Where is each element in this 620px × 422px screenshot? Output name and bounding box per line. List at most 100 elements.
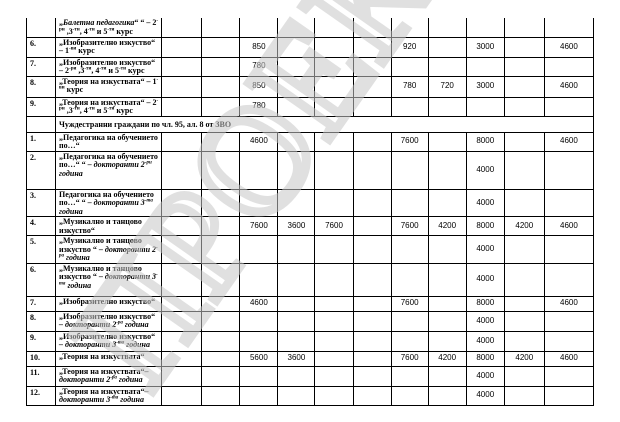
program-name-part: -та bbox=[144, 198, 153, 204]
fee-cell bbox=[314, 295, 354, 312]
row-number: 9. bbox=[25, 330, 57, 352]
fee-cell bbox=[427, 330, 467, 352]
fee-cell bbox=[503, 96, 545, 117]
fee-cell bbox=[543, 330, 595, 352]
row-number: 10. bbox=[25, 350, 57, 367]
fee-cell bbox=[201, 96, 241, 117]
row-number: 4. bbox=[25, 216, 57, 236]
fee-cell bbox=[201, 310, 241, 332]
program-name-part: „Теория на изкуствата“ – 1 bbox=[59, 76, 157, 86]
program-name-part: -ти bbox=[72, 106, 80, 112]
fees-table: „Балетна педагогика“ “ – 2-ри ,3-ти, 4-т… bbox=[25, 18, 595, 406]
fee-cell bbox=[427, 131, 467, 152]
fee-cell bbox=[239, 365, 279, 387]
fee-cell bbox=[543, 96, 595, 117]
fee-cell bbox=[427, 18, 467, 38]
fee-cell bbox=[503, 330, 545, 352]
fee-cell bbox=[314, 56, 354, 77]
fee-cell bbox=[503, 18, 545, 38]
program-name-part: „Теория на изкуствата“ – 2 bbox=[59, 97, 157, 107]
fee-cell: 4200 bbox=[503, 216, 545, 236]
program-name-part: Балетна педагогика bbox=[63, 18, 135, 27]
fee-cell bbox=[201, 262, 241, 297]
fee-cell: 8000 bbox=[465, 295, 505, 312]
fee-cell: 850 bbox=[239, 75, 279, 98]
fee-cell bbox=[161, 75, 203, 98]
program-name-part: „Музикално и танцово изкуство“ bbox=[59, 217, 142, 235]
fee-cell bbox=[161, 310, 203, 332]
program-name: „Педагогика на обучението по…“ bbox=[55, 131, 163, 152]
fee-cell bbox=[352, 96, 392, 117]
row-number: 7. bbox=[25, 295, 57, 312]
section-num-cell bbox=[25, 115, 57, 133]
fee-cell bbox=[427, 56, 467, 77]
section-header: Чуждестранни граждани по чл. 95, ал. 8 о… bbox=[55, 115, 594, 133]
fee-cell bbox=[161, 131, 203, 152]
program-name-part: докторанти 3 bbox=[104, 272, 157, 281]
fee-cell bbox=[427, 96, 467, 117]
fee-cell bbox=[427, 365, 467, 387]
program-name: „Изобразително изкуство“ – докторанти 3-… bbox=[55, 330, 163, 352]
fee-cell bbox=[277, 365, 316, 387]
fee-cell bbox=[201, 56, 241, 77]
program-name-part: -ра bbox=[59, 244, 158, 259]
fee-cell bbox=[352, 188, 392, 217]
program-name: „Балетна педагогика“ “ – 2-ри ,3-ти, 4-т… bbox=[55, 18, 163, 38]
row-number: 11. bbox=[25, 365, 57, 387]
program-name-part: докторанти 3 bbox=[93, 198, 145, 207]
fee-cell bbox=[543, 365, 595, 387]
fee-cell bbox=[201, 36, 241, 58]
fee-cell: 4000 bbox=[465, 310, 505, 332]
fee-cell bbox=[503, 150, 545, 190]
fee-cell: 7600 bbox=[239, 216, 279, 236]
fee-cell bbox=[201, 350, 241, 367]
fee-cell bbox=[503, 385, 545, 406]
program-name: „Теория на изкуствата“– докторанти 3-та … bbox=[55, 385, 163, 406]
section-row: Чуждестранни граждани по чл. 95, ал. 8 о… bbox=[25, 115, 594, 133]
fee-cell bbox=[161, 18, 203, 38]
program-name-part: – докторанти 3 bbox=[59, 340, 117, 349]
table-row: 8. „Теория на изкуствата“ – 1-ви курс 850 7… bbox=[25, 75, 595, 98]
fee-cell bbox=[161, 262, 203, 297]
program-name: „Теория на изкуствата“ – 1-ви курс bbox=[55, 75, 163, 98]
fee-cell bbox=[427, 310, 467, 332]
program-name: Педагогика на обучението по…“ “ – доктор… bbox=[55, 188, 163, 217]
fee-cell bbox=[543, 56, 595, 77]
fee-cell bbox=[503, 131, 545, 152]
program-name-part: „ bbox=[59, 18, 64, 27]
fee-cell bbox=[277, 150, 316, 190]
program-name-part: -ви bbox=[59, 76, 159, 91]
program-name-part: -ти bbox=[99, 66, 107, 72]
fee-cell bbox=[161, 295, 203, 312]
fee-cell bbox=[390, 365, 429, 387]
program-name-part: -ри bbox=[144, 160, 152, 166]
fee-cell bbox=[390, 150, 429, 190]
program-name-part: „Изобразително изкуство“ bbox=[59, 311, 156, 321]
fee-cell bbox=[352, 56, 392, 77]
program-name-part: ,3 bbox=[64, 26, 73, 36]
fee-cell bbox=[427, 150, 467, 190]
fee-cell bbox=[161, 216, 203, 236]
program-name-part: „Изобразително изкуство“ bbox=[59, 296, 156, 306]
fee-cell: 7600 bbox=[390, 216, 429, 236]
fee-cell bbox=[503, 188, 545, 217]
fee-cell bbox=[503, 365, 545, 387]
row-number: 6. bbox=[25, 36, 57, 58]
program-name-part: година bbox=[64, 253, 90, 262]
program-name-part: година bbox=[65, 280, 92, 290]
program-name-part: -та bbox=[110, 395, 119, 401]
fee-cell bbox=[161, 56, 203, 77]
fee-cell bbox=[201, 330, 241, 352]
fee-cell bbox=[503, 310, 545, 332]
fee-cell: 850 bbox=[239, 36, 279, 58]
table-row: 6. „Музикално и танцово изкуство “ – докт… bbox=[25, 262, 595, 297]
fee-cell bbox=[352, 150, 392, 190]
fee-cell bbox=[314, 18, 354, 38]
row-number: 6. bbox=[25, 262, 57, 297]
fee-cell bbox=[201, 295, 241, 312]
fee-cell: 4600 bbox=[239, 131, 279, 152]
program-name-part: и 5 bbox=[94, 106, 108, 115]
fee-cell: 5600 bbox=[239, 350, 279, 367]
fee-cell bbox=[390, 262, 429, 297]
fee-cell: 780 bbox=[390, 75, 429, 98]
